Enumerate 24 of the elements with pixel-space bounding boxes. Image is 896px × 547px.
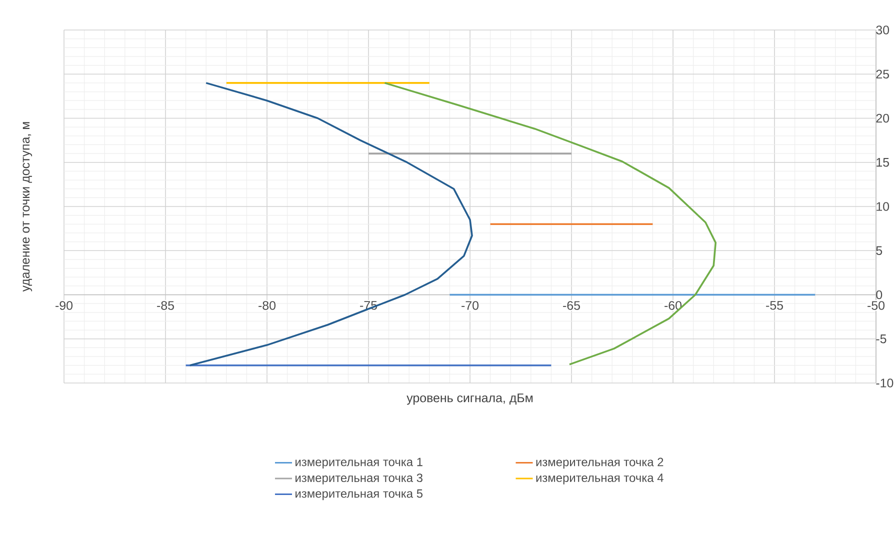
x-tick-label: -80 [258,301,276,310]
legend-label: измерительная точка 1 [296,458,422,469]
x-tick-label: -90 [56,301,73,310]
line-series [384,82,717,366]
legend-label: измерительная точка 3 [296,474,422,484]
y-tick-label: 25 [876,70,890,79]
y-tick-label: 30 [876,26,890,34]
x-axis-title: уровень сигнала, дБм [406,394,533,405]
x-tick-label: -50 [868,301,885,310]
x-tick-label: -65 [563,301,580,310]
x-tick-label: -55 [766,301,783,310]
x-tick-label: -70 [462,301,479,310]
legend-label: измерительная точка 4 [536,474,664,484]
x-tick-label: -85 [157,301,174,310]
y-tick-label: 0 [876,290,882,300]
y-tick-label: -10 [876,378,894,388]
legend-label: измерительная точка 5 [296,489,422,500]
y-axis-title: удаление от точки доступа, м [22,122,32,292]
y-tick-label: 15 [876,158,890,167]
y-tick-label: 20 [876,114,890,123]
y-tick-label: 5 [876,246,882,255]
legend-label: измерительная точка 2 [536,458,664,469]
y-tick-label: 10 [876,202,890,211]
y-tick-label: -5 [876,334,886,344]
